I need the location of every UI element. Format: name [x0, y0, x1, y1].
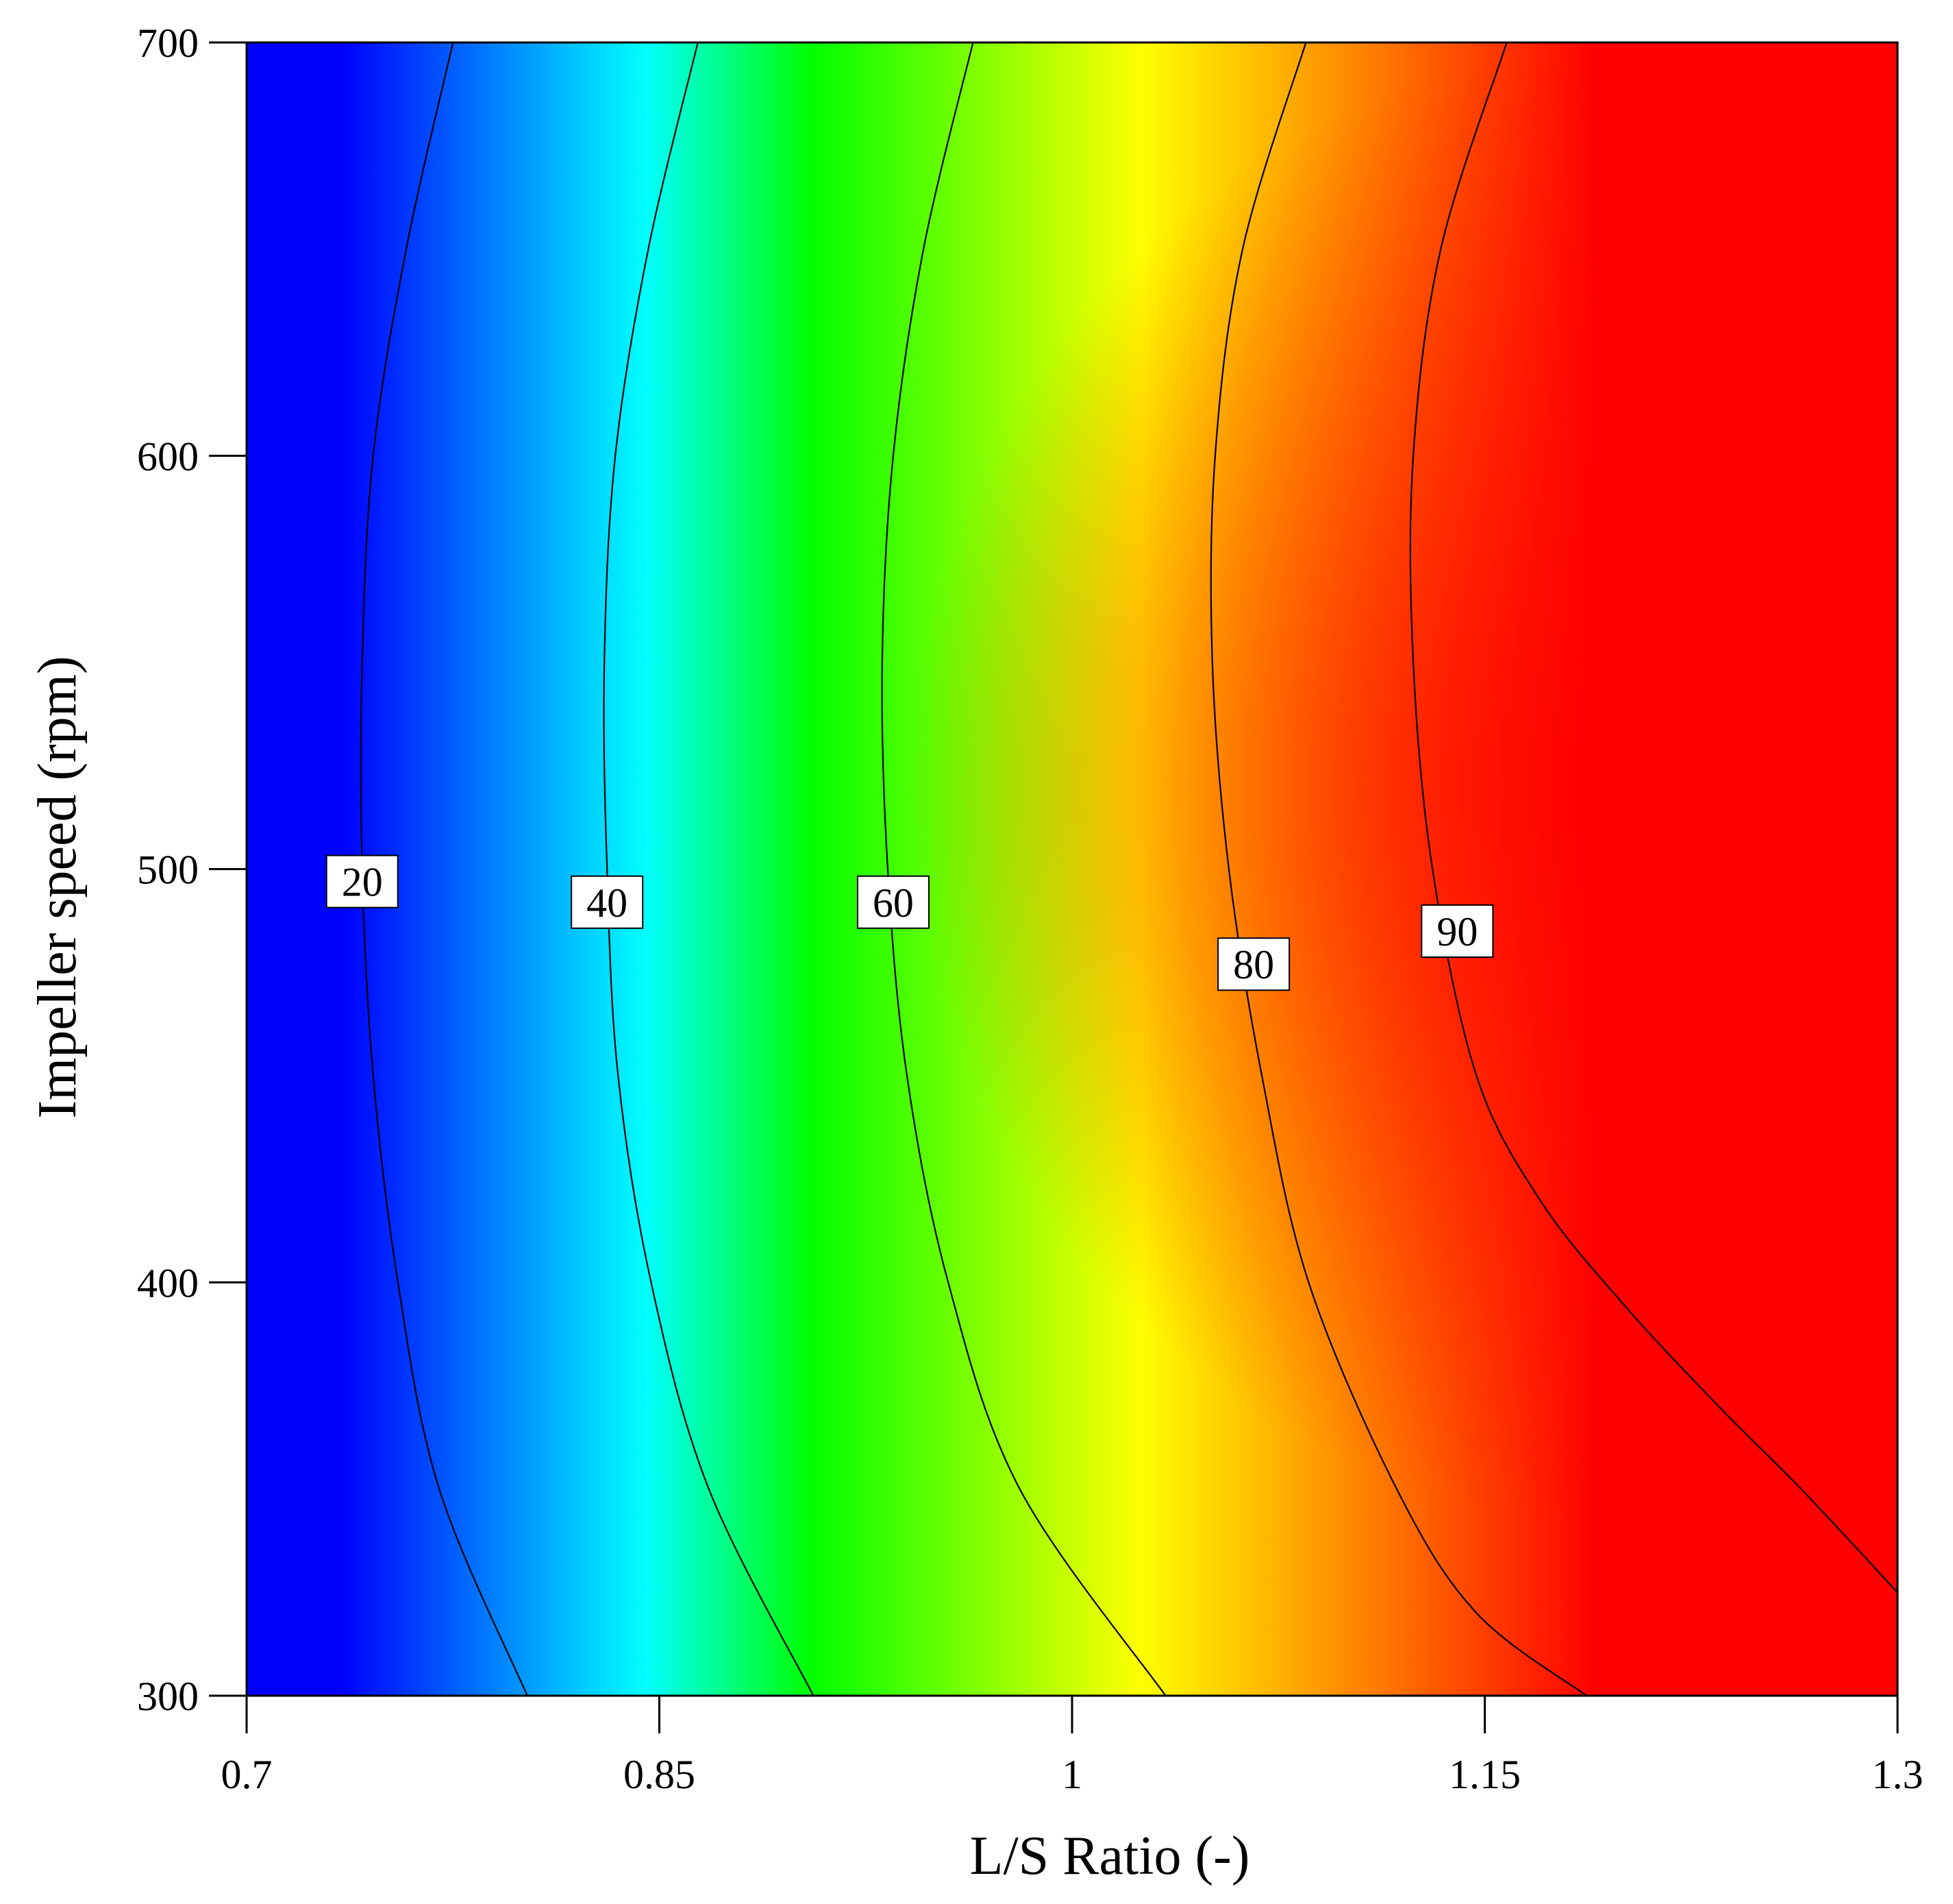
x-axis: 0.7 0.85 1 1.15 1.3 — [221, 1696, 1924, 1797]
y-tick-label: 500 — [137, 848, 199, 893]
x-axis-title: L/S Ratio (-) — [970, 1826, 1250, 1886]
contour-label-text: 80 — [1233, 942, 1274, 987]
contour-label-box — [325, 854, 399, 908]
contour-label-40: 40 — [571, 875, 644, 929]
contour-label-box — [1217, 937, 1291, 991]
contour-label-text: 40 — [586, 880, 627, 926]
contour-line-60 — [881, 42, 1167, 1696]
contour-line-40 — [603, 42, 814, 1696]
contour-label-60: 60 — [856, 875, 930, 929]
x-tick-label: 1 — [1062, 1752, 1082, 1797]
contour-label-text: 60 — [873, 880, 914, 926]
y-tick-label: 400 — [137, 1261, 199, 1306]
contour-label-box — [856, 875, 930, 929]
contour-label-box — [571, 875, 644, 929]
x-tick-label: 1.3 — [1872, 1752, 1924, 1797]
y-axis-title: Impeller speed (rpm) — [27, 656, 88, 1118]
x-tick-label: 0.7 — [221, 1752, 273, 1797]
contour-label-90: 90 — [1421, 904, 1494, 958]
x-tick-label: 1.15 — [1449, 1752, 1521, 1797]
contour-label-text: 20 — [342, 860, 383, 905]
contour-label-20: 20 — [325, 854, 399, 908]
plot-red-glow — [247, 42, 1898, 1696]
y-tick-label: 600 — [137, 434, 199, 479]
y-axis: 300 400 500 600 700 — [137, 21, 247, 1719]
contour-label-80: 80 — [1217, 937, 1291, 991]
contour-label-text: 90 — [1436, 909, 1478, 954]
y-tick-label: 700 — [137, 21, 199, 66]
contour-labels: 20 40 60 80 90 — [325, 854, 1494, 991]
contour-line-90 — [1409, 42, 1898, 1593]
x-tick-label: 0.85 — [623, 1752, 695, 1797]
y-tick-label: 300 — [137, 1674, 199, 1719]
contour-label-box — [1421, 904, 1494, 958]
